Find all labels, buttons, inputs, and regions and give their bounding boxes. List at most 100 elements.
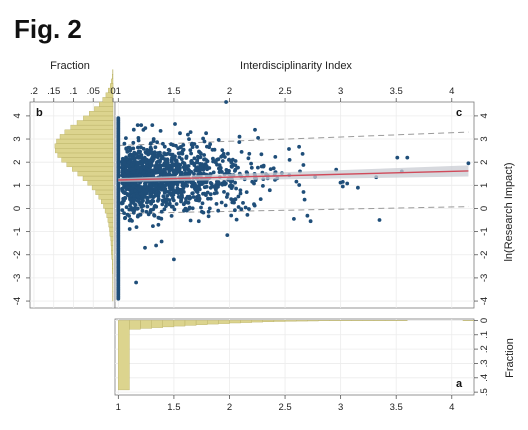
data-point bbox=[162, 144, 167, 149]
data-point bbox=[133, 181, 137, 186]
data-point bbox=[151, 137, 156, 141]
data-point bbox=[152, 150, 157, 155]
data-point bbox=[164, 201, 169, 205]
x-tick-label: 1.5 bbox=[167, 402, 180, 413]
data-point bbox=[170, 155, 174, 160]
histogram-bar bbox=[55, 148, 114, 154]
histogram-bar bbox=[118, 320, 130, 391]
data-point bbox=[143, 245, 147, 250]
data-point bbox=[153, 145, 158, 150]
data-point bbox=[172, 169, 177, 174]
panel-a-histogram: 1 1.5 2 2.5 3 3.5 4 0 .1 .2 .3 .4 .5 a bbox=[114, 318, 490, 413]
data-point bbox=[252, 203, 257, 208]
data-point bbox=[134, 280, 139, 285]
data-point bbox=[168, 188, 173, 193]
histogram-bar bbox=[207, 320, 219, 325]
data-point bbox=[287, 147, 291, 151]
data-point bbox=[245, 213, 250, 217]
data-point bbox=[127, 227, 132, 231]
y-tick-label: .4 bbox=[479, 374, 490, 382]
data-point bbox=[340, 180, 345, 184]
panel-c-xlabel: Interdisciplinarity Index bbox=[240, 60, 352, 72]
data-point bbox=[161, 141, 165, 146]
y-tick-label-right: 1 bbox=[479, 183, 490, 188]
data-point bbox=[148, 145, 153, 150]
data-point bbox=[127, 146, 132, 150]
data-point bbox=[179, 199, 183, 204]
data-point bbox=[137, 187, 142, 192]
data-point bbox=[131, 127, 136, 132]
data-point bbox=[247, 151, 252, 156]
data-point bbox=[125, 212, 130, 217]
data-point bbox=[186, 132, 190, 137]
y-tick-label: -2 bbox=[12, 251, 23, 259]
data-point bbox=[187, 206, 192, 211]
data-point bbox=[202, 139, 207, 144]
data-point bbox=[128, 152, 133, 157]
data-point bbox=[217, 170, 222, 175]
data-point bbox=[141, 127, 146, 132]
data-point bbox=[157, 160, 162, 165]
data-point bbox=[233, 169, 237, 173]
histogram-bar bbox=[103, 203, 114, 209]
data-point bbox=[227, 169, 231, 173]
data-point bbox=[206, 214, 211, 219]
histogram-bar bbox=[102, 97, 114, 103]
data-point bbox=[183, 165, 188, 170]
data-point bbox=[153, 187, 158, 192]
data-point bbox=[237, 140, 242, 145]
data-point bbox=[258, 197, 263, 202]
data-point bbox=[125, 185, 130, 189]
histogram-bar bbox=[98, 194, 114, 200]
data-point bbox=[232, 200, 236, 205]
data-point bbox=[233, 159, 238, 163]
data-point bbox=[246, 156, 251, 161]
data-point bbox=[184, 183, 189, 188]
data-point bbox=[146, 212, 151, 217]
data-point bbox=[151, 168, 156, 173]
histogram-bar bbox=[95, 189, 114, 195]
data-point bbox=[156, 222, 161, 227]
data-point bbox=[142, 189, 146, 194]
data-point bbox=[154, 243, 159, 248]
x-tick-label: .15 bbox=[47, 86, 60, 97]
panel-c-ylabel: ln(Research Impact) bbox=[503, 162, 515, 261]
data-point bbox=[236, 194, 241, 199]
histogram-bar bbox=[111, 259, 114, 265]
data-point bbox=[292, 217, 296, 221]
data-point bbox=[244, 190, 249, 195]
y-tick-label: -1 bbox=[12, 227, 23, 235]
data-point bbox=[171, 198, 176, 203]
data-point bbox=[156, 151, 160, 155]
y-tick-label: .5 bbox=[479, 388, 490, 396]
data-point bbox=[202, 157, 207, 162]
data-point bbox=[188, 148, 193, 153]
data-point bbox=[211, 159, 216, 164]
data-point bbox=[216, 157, 221, 162]
histogram-bar bbox=[111, 73, 114, 80]
x-tick-label: 0 bbox=[110, 86, 115, 97]
histogram-bar bbox=[111, 254, 114, 260]
data-point bbox=[173, 122, 177, 126]
data-point bbox=[305, 213, 310, 218]
data-point bbox=[166, 182, 171, 187]
data-point bbox=[219, 200, 224, 205]
data-point bbox=[150, 123, 155, 127]
histogram-bar bbox=[98, 101, 114, 107]
panel-b-histogram: .2 .15 .1 .05 0 4 3 2 1 0 -1 -2 -3 -4 b bbox=[12, 69, 116, 309]
data-point bbox=[130, 189, 135, 194]
data-point bbox=[120, 208, 125, 213]
data-point bbox=[167, 148, 172, 153]
data-point bbox=[148, 142, 153, 146]
data-point bbox=[136, 138, 141, 143]
y-tick-label: 1 bbox=[12, 183, 23, 188]
data-point bbox=[163, 168, 167, 173]
data-point bbox=[197, 181, 202, 186]
data-point bbox=[116, 116, 121, 121]
data-point bbox=[130, 156, 135, 161]
data-point bbox=[153, 164, 158, 169]
data-point bbox=[271, 166, 276, 171]
data-point bbox=[145, 161, 149, 165]
data-point bbox=[207, 145, 212, 150]
data-point bbox=[171, 162, 176, 167]
